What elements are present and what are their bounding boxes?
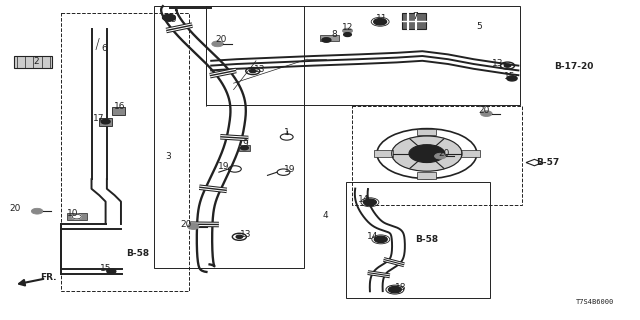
FancyBboxPatch shape [14,56,52,68]
Circle shape [344,33,351,36]
Bar [417,129,436,135]
Text: 20: 20 [479,106,490,115]
Text: T7S4B6000: T7S4B6000 [576,300,614,305]
Text: 15: 15 [504,72,515,81]
Text: 1: 1 [284,128,289,137]
FancyBboxPatch shape [402,13,426,29]
Text: 8: 8 [332,30,337,39]
Circle shape [481,111,492,116]
Text: 7: 7 [412,12,417,21]
Text: 10: 10 [67,209,78,218]
Bar [61,13,189,291]
Circle shape [188,224,199,229]
Text: 20: 20 [215,35,227,44]
Bar [346,182,490,298]
Bar [417,172,436,179]
Bar [374,150,393,157]
Circle shape [163,14,175,21]
Circle shape [322,38,331,42]
Text: 14: 14 [367,232,379,241]
Text: B-57: B-57 [536,158,559,167]
FancyBboxPatch shape [99,118,112,126]
FancyBboxPatch shape [320,35,339,41]
Circle shape [241,146,248,150]
Text: 19: 19 [284,165,295,174]
Text: 20: 20 [438,149,450,158]
Text: 19: 19 [218,162,230,171]
Bar [461,150,480,157]
Bar [67,213,87,220]
Text: 18: 18 [395,283,406,292]
Circle shape [342,28,353,33]
FancyBboxPatch shape [239,145,250,151]
Text: B-17-20: B-17-20 [554,62,594,71]
Text: 13: 13 [240,230,252,239]
Circle shape [31,208,43,214]
Circle shape [101,119,110,124]
Circle shape [507,76,517,81]
Circle shape [250,69,256,73]
Text: 16: 16 [114,102,125,111]
Text: 3: 3 [165,152,170,161]
Text: 20: 20 [180,220,191,229]
Text: 5: 5 [476,22,481,31]
Circle shape [504,64,511,67]
Circle shape [72,214,81,219]
Circle shape [212,41,223,47]
Circle shape [374,236,387,243]
Text: 20: 20 [9,204,20,213]
Text: 15: 15 [166,15,177,24]
Bar [352,106,522,205]
Text: 13: 13 [254,65,266,74]
Text: 14: 14 [358,195,369,204]
Circle shape [364,199,376,205]
Text: 12: 12 [342,23,353,32]
Polygon shape [526,159,543,166]
Text: 17: 17 [93,114,105,123]
Text: 9: 9 [243,139,248,148]
Text: B-58: B-58 [415,235,438,244]
Text: FR.: FR. [40,273,56,282]
Text: 11: 11 [376,14,387,23]
Circle shape [388,286,401,293]
Text: 4: 4 [323,211,328,220]
Circle shape [435,153,446,159]
Text: B-58: B-58 [126,249,149,258]
Text: 2: 2 [34,57,39,66]
Bar [206,6,520,105]
Circle shape [107,269,116,274]
Bar [154,6,304,268]
Circle shape [374,19,387,25]
Text: 6: 6 [102,44,107,52]
Circle shape [236,235,243,238]
FancyBboxPatch shape [112,107,125,115]
Text: 13: 13 [492,59,503,68]
Text: 15: 15 [100,264,111,273]
Circle shape [392,136,462,171]
Circle shape [409,145,445,163]
